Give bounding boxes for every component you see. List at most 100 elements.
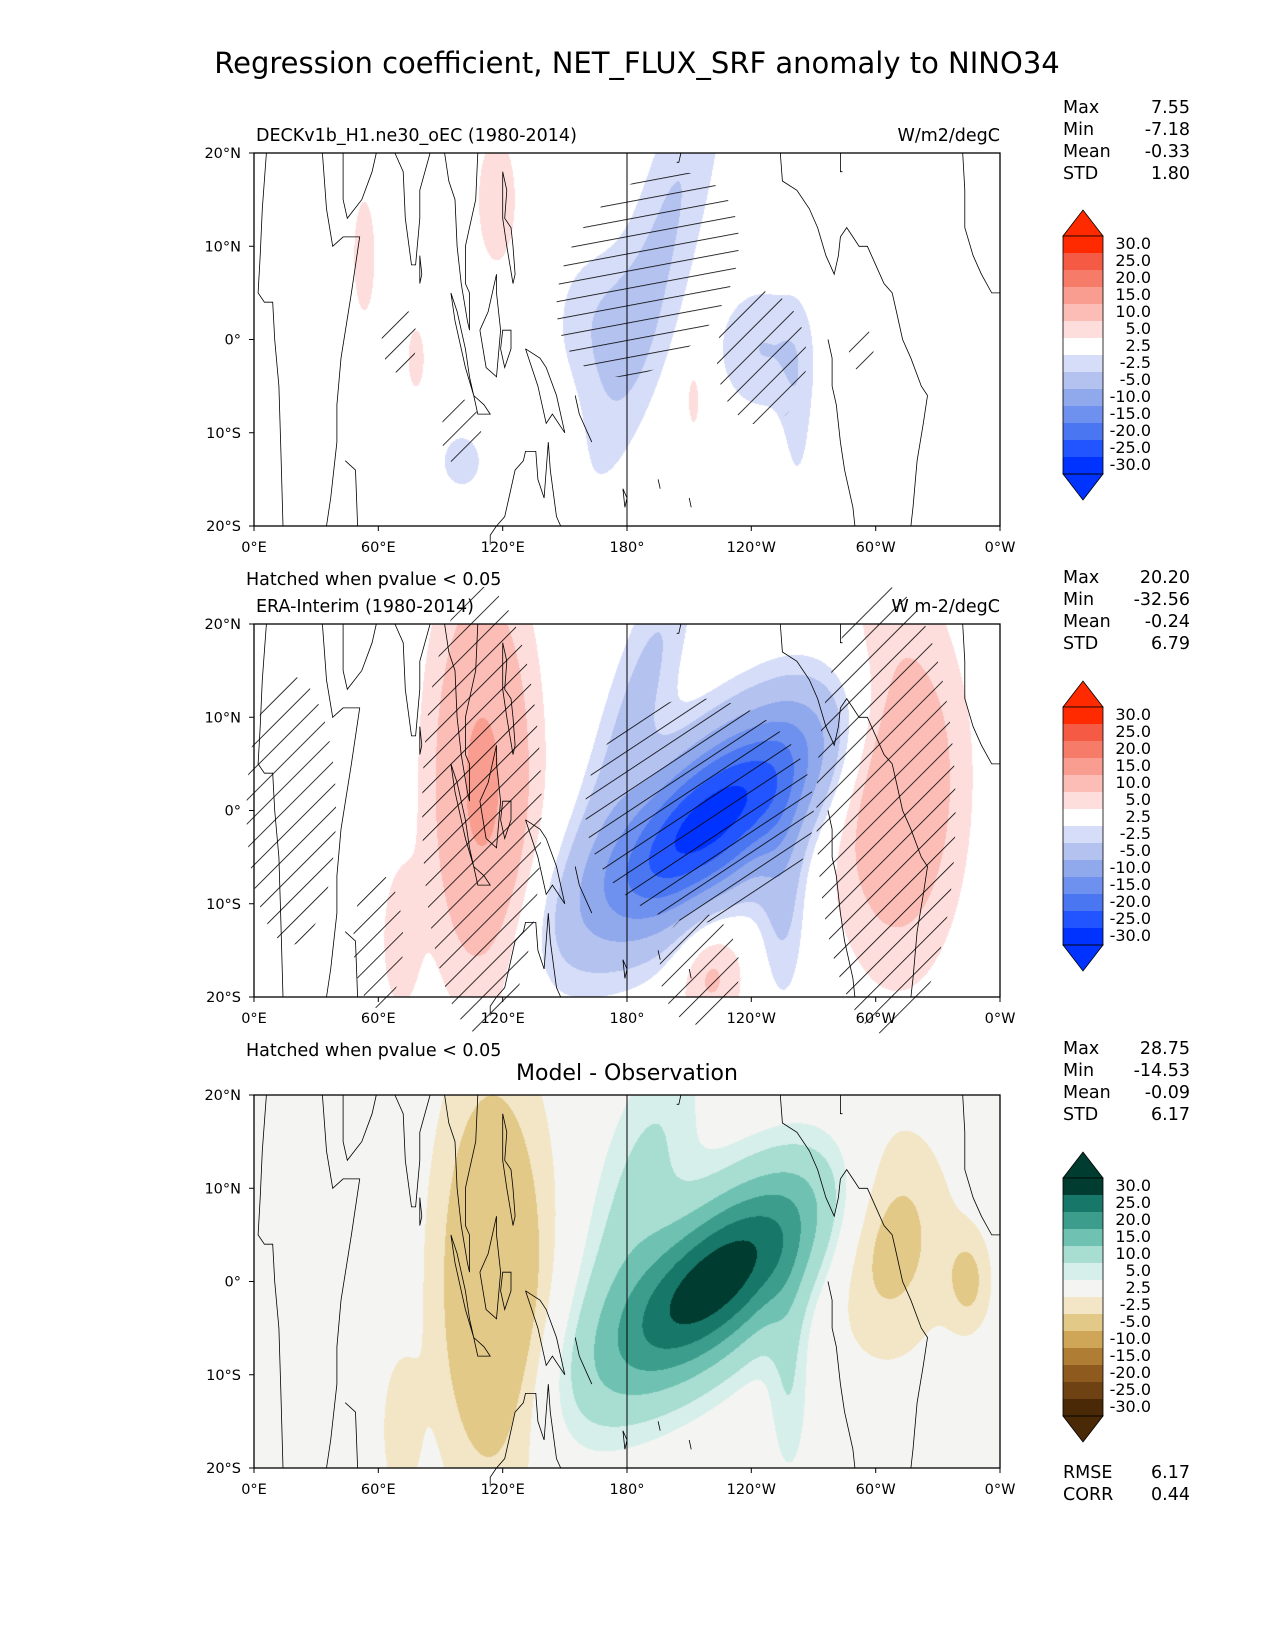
colorbar-swatch	[1063, 355, 1103, 372]
colorbar-extend-max	[1062, 680, 1104, 708]
y-tick-label: 10°S	[206, 426, 241, 442]
coastline-segment	[657, 1421, 661, 1431]
colorbar-swatch	[1063, 758, 1103, 775]
stat-label-mean: Mean	[1063, 612, 1111, 632]
map-plot-area	[253, 1094, 1001, 1487]
coastline-segment	[419, 1197, 423, 1226]
colorbar-swatch	[1063, 724, 1103, 741]
coastline-segment	[688, 1439, 692, 1450]
colorbar-tick-label: -20.0	[1110, 892, 1151, 911]
colorbar-swatch	[1063, 1280, 1103, 1297]
y-axis: 20°N 10°N 0° 10°S 20°S	[204, 146, 254, 535]
stat-label-min: Min	[1063, 590, 1094, 610]
colorbar-extend-min	[1062, 944, 1104, 972]
colorbar-swatch	[1063, 792, 1103, 809]
y-tick-label: 10°N	[204, 710, 241, 726]
coastline-segment	[479, 274, 502, 378]
y-tick-label: 20°N	[204, 146, 241, 162]
colorbar-swatch	[1063, 860, 1103, 877]
colorbar-tick-label: -15.0	[1110, 404, 1151, 423]
panel-units: W/m2/degC	[898, 126, 1000, 146]
colorbar-swatch	[1063, 1263, 1103, 1280]
y-tick-label: 0°	[225, 804, 241, 820]
y-tick-label: 20°S	[206, 990, 241, 1006]
coastline-segment	[962, 1094, 1000, 1236]
x-tick-label: 120°E	[481, 1482, 525, 1498]
colorbar-swatch	[1063, 843, 1103, 860]
colorbar-tick-label: 10.0	[1115, 1244, 1151, 1263]
coastline-segment	[962, 623, 1000, 765]
x-tick-label: 180°	[610, 540, 645, 556]
colorbar-tick-label: 2.5	[1126, 336, 1151, 355]
panel-difference: Max 28.75 Min -14.53 Mean -0.09 STD 6.17	[204, 1039, 1190, 1498]
stat-value-max: 20.20	[1140, 568, 1190, 588]
x-tick-label: 60°W	[856, 540, 896, 556]
coastline-segment	[450, 292, 475, 396]
x-tick-label: 120°W	[727, 1011, 776, 1027]
hatch-region	[556, 171, 739, 377]
hatch-region	[585, 698, 814, 923]
stat-label-mean: Mean	[1063, 142, 1111, 162]
x-tick-label: 0°E	[241, 1482, 267, 1498]
colorbar: 30.025.020.015.010.05.02.5-2.5-5.0-10.0-…	[1062, 1151, 1151, 1443]
coastline-segment	[502, 1113, 516, 1226]
colorbar-swatch	[1063, 423, 1103, 440]
significance-hatching	[381, 171, 874, 467]
colorbar-swatch	[1063, 1399, 1103, 1416]
colorbar-swatch	[1063, 1331, 1103, 1348]
colorbar-tick-label: -25.0	[1110, 438, 1151, 457]
stat-label-max: Max	[1063, 568, 1099, 588]
y-axis: 20°N 10°N 0° 10°S 20°S	[204, 1088, 254, 1477]
coastline-segment	[394, 1094, 431, 1208]
stats-block: Max 20.20 Min -32.56 Mean -0.24 STD 6.79	[1063, 568, 1190, 654]
y-tick-label: 10°N	[204, 239, 241, 255]
colorbar-tick-label: 30.0	[1115, 234, 1151, 253]
colorbar-swatch	[1063, 440, 1103, 457]
coastline-segment	[344, 460, 358, 527]
colorbar-swatch	[1063, 406, 1103, 423]
colorbar-swatch	[1063, 1246, 1103, 1263]
x-tick-label: 180°	[610, 1482, 645, 1498]
stat-label-max: Max	[1063, 1039, 1099, 1059]
stat-label-min: Min	[1063, 1061, 1094, 1081]
coastline-segment	[574, 1337, 593, 1385]
y-tick-label: 0°	[225, 1275, 241, 1291]
colorbar-swatch	[1063, 304, 1103, 321]
panel-units: W m-2/degC	[892, 597, 1000, 617]
x-axis: 0°E 60°E 120°E 180° 120°W 60°W 0°W	[241, 997, 1015, 1027]
colorbar-tick-label: -5.0	[1120, 1312, 1151, 1331]
coastline-segment	[827, 810, 856, 998]
colorbar-extend-min	[1062, 1415, 1104, 1443]
colorbar-swatch	[1063, 741, 1103, 758]
colorbar-swatch	[1063, 877, 1103, 894]
x-tick-label: 0°E	[241, 540, 267, 556]
colorbar-tick-label: -20.0	[1110, 421, 1151, 440]
x-tick-label: 180°	[610, 1011, 645, 1027]
colorbar-swatch	[1063, 894, 1103, 911]
colorbar-tick-label: 10.0	[1115, 302, 1151, 321]
stat-value-min: -7.18	[1145, 120, 1190, 140]
hatch-note: Hatched when pvalue < 0.05	[246, 570, 501, 590]
coastline-segment	[257, 152, 284, 527]
colorbar-swatch	[1063, 1382, 1103, 1399]
colorbar-tick-label: 20.0	[1115, 268, 1151, 287]
panel-observation: ERA-Interim (1980-2014) W m-2/degC Max 2…	[204, 568, 1190, 1035]
coastline-segment	[688, 968, 692, 979]
colorbar-extend-max	[1062, 1151, 1104, 1179]
y-axis: 20°N 10°N 0° 10°S 20°S	[204, 617, 254, 1006]
colorbar-tick-label: 25.0	[1115, 1193, 1151, 1212]
coastline-segment	[525, 348, 566, 434]
colorbar-swatch	[1063, 1314, 1103, 1331]
coastline-segment	[840, 1095, 843, 1115]
colorbar-tick-label: 2.5	[1126, 1278, 1151, 1297]
coastline-segment	[342, 623, 377, 691]
y-tick-label: 20°S	[206, 519, 241, 535]
y-tick-label: 20°N	[204, 617, 241, 633]
hatch-region	[246, 676, 337, 945]
colorbar-tick-label: 15.0	[1115, 285, 1151, 304]
map-plot-area	[246, 586, 1001, 1035]
hatch-region	[381, 305, 417, 374]
colorbar-tick-label: 30.0	[1115, 705, 1151, 724]
x-tick-label: 120°E	[481, 540, 525, 556]
colorbar-tick-label: -10.0	[1110, 1329, 1151, 1348]
